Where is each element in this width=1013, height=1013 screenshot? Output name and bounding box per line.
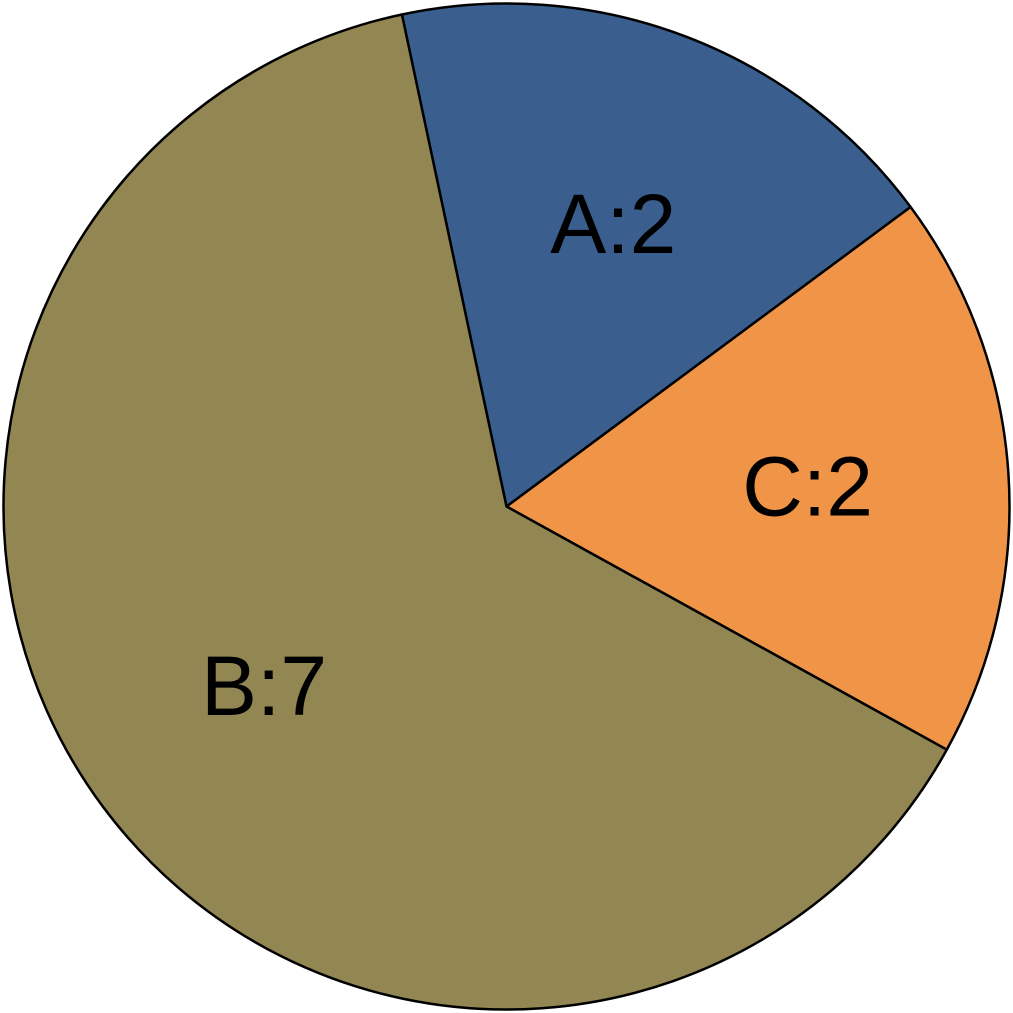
pie-slice-b [2, 13, 949, 1011]
pie-slice-c [505, 205, 1011, 751]
pie-label-a: A:2 [550, 177, 676, 271]
pie-label-b: B:7 [201, 639, 327, 733]
pie-labels: A:2 C:2 B:7 [201, 177, 873, 733]
pie-label-c: C:2 [742, 439, 873, 533]
pie-slice-a [400, 2, 912, 508]
